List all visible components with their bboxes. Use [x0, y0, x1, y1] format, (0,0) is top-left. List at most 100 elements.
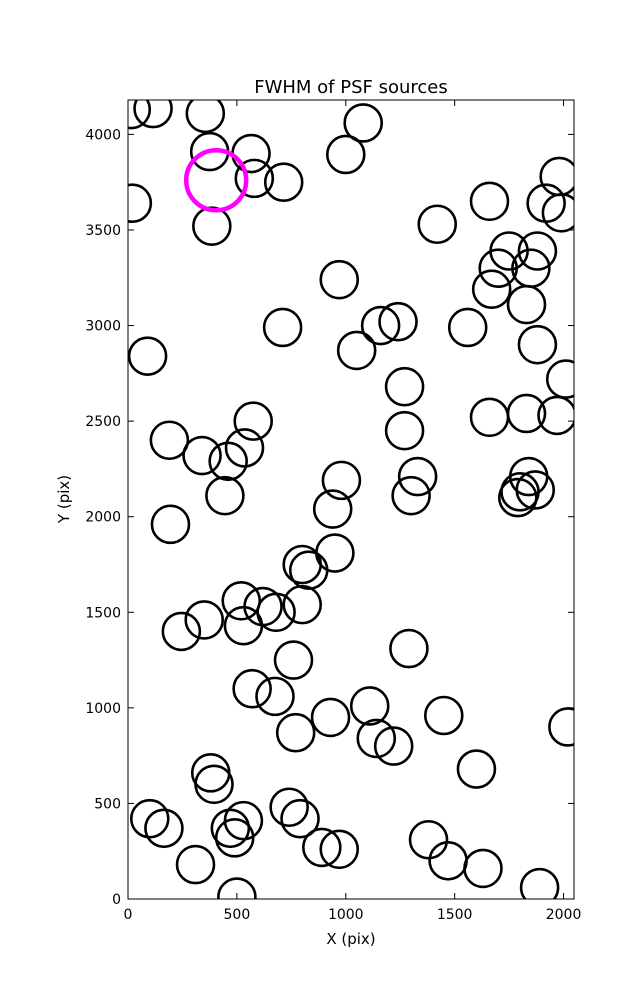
psf-source-marker: [133, 100, 173, 129]
psf-source-marker: [217, 877, 257, 899]
psf-source-marker: [545, 359, 574, 399]
psf-source-marker: [194, 764, 234, 805]
psf-source-marker: [275, 712, 316, 753]
psf-source-marker: [321, 460, 362, 501]
psf-source-marker: [144, 808, 184, 849]
psf-source-marker: [282, 544, 323, 585]
psf-source-marker: [469, 181, 510, 222]
psf-source-marker: [515, 470, 556, 510]
y-tick-label: 1500: [85, 605, 121, 621]
psf-source-marker: [263, 162, 304, 202]
psf-source-marker: [192, 206, 232, 246]
psf-source-marker: [360, 305, 401, 346]
axis-ticks: 0 500 1000 1500 2000 0 500 1000 1500 2000 2500 3000…: [85, 100, 581, 923]
psf-source-marker: [205, 475, 245, 516]
psf-source-marker: [185, 100, 226, 134]
psf-source-marker: [378, 301, 418, 342]
psf-source-marker: [447, 307, 488, 348]
psf-source-marker: [417, 204, 458, 245]
psf-source-marker: [282, 584, 323, 625]
psf-source-marker: [262, 307, 303, 348]
psf-source-marker: [214, 818, 255, 858]
psf-source-marker: [129, 798, 170, 839]
x-axis-label: X (pix): [326, 930, 375, 948]
psf-source-marker: [269, 787, 309, 828]
psf-source-marker: [408, 819, 449, 860]
y-tick-label: 3000: [85, 319, 121, 335]
y-tick-label: 4000: [85, 127, 121, 143]
x-tick-label: 2000: [546, 907, 582, 923]
psf-source-marker: [548, 707, 574, 747]
psf-source-marker: [128, 100, 152, 130]
psf-source-marker: [343, 103, 383, 143]
y-tick-label: 0: [112, 892, 121, 908]
psf-source-marker: [498, 477, 538, 518]
psf-source-marker: [478, 248, 519, 289]
psf-source-marker: [519, 867, 560, 899]
psf-source-marker: [255, 676, 295, 717]
psf-source-marker: [325, 134, 366, 175]
psf-source-marker: [356, 718, 397, 759]
y-tick-label: 2000: [85, 510, 121, 526]
highlighted-source-marker: [183, 148, 249, 213]
psf-source-marker: [541, 192, 574, 233]
psf-source-marker: [175, 844, 216, 885]
psf-source-marker: [273, 640, 314, 680]
psf-source-marker: [161, 611, 202, 652]
x-tick-label: 1000: [328, 907, 364, 923]
psf-source-marker: [210, 808, 251, 849]
psf-source-marker: [506, 284, 547, 325]
markers-layer: [128, 100, 574, 899]
y-tick-label: 500: [94, 796, 121, 812]
psf-source-marker: [221, 581, 262, 621]
psf-source-marker: [190, 753, 231, 793]
psf-source-marker: [423, 695, 464, 736]
psf-source-marker: [397, 456, 438, 497]
psf-source-marker: [184, 600, 225, 640]
y-tick-label: 1000: [85, 701, 121, 717]
psf-source-marker: [471, 269, 512, 310]
plot-frame: [127, 99, 575, 900]
psf-source-marker: [224, 428, 265, 468]
x-tick-label: 500: [224, 907, 251, 923]
psf-source-marker: [128, 183, 153, 224]
psf-source-marker: [384, 410, 425, 451]
psf-source-marker: [288, 550, 329, 591]
psf-source-marker: [349, 686, 390, 726]
psf-source-marker: [456, 749, 497, 789]
psf-source-marker: [373, 726, 414, 766]
psf-source-marker: [517, 324, 558, 365]
psf-source-marker: [312, 489, 353, 529]
y-tick-label: 3500: [85, 223, 121, 239]
psf-source-marker: [231, 133, 271, 174]
y-tick-label: 2500: [85, 414, 121, 430]
y-axis-label: Y (pix): [55, 475, 73, 524]
psf-source-marker: [150, 504, 191, 545]
psf-source-marker: [428, 840, 468, 881]
psf-source-marker: [391, 475, 431, 516]
psf-source-marker: [280, 798, 320, 839]
psf-source-marker: [128, 336, 168, 376]
psf-source-marker: [463, 848, 503, 889]
psf-source-marker: [506, 393, 547, 434]
x-tick-label: 1500: [437, 907, 473, 923]
psf-source-marker: [234, 158, 275, 199]
psf-source-marker: [336, 330, 377, 371]
chart-title: FWHM of PSF sources: [254, 77, 448, 98]
psf-source-marker: [232, 668, 272, 709]
psf-source-marker: [517, 231, 558, 271]
psf-source-marker: [223, 605, 264, 646]
psf-source-marker: [302, 827, 342, 868]
x-tick-label: 0: [124, 907, 133, 923]
psf-source-marker: [389, 628, 429, 669]
psf-source-marker: [537, 395, 574, 436]
psf-source-marker: [233, 401, 274, 441]
psf-source-marker: [319, 829, 360, 870]
psf-source-marker: [384, 366, 425, 407]
psf-source-marker: [149, 420, 190, 461]
psf-source-marker: [319, 259, 360, 300]
psf-source-marker: [208, 441, 248, 482]
psf-source-marker: [469, 397, 510, 438]
psf-source-marker: [182, 435, 222, 476]
